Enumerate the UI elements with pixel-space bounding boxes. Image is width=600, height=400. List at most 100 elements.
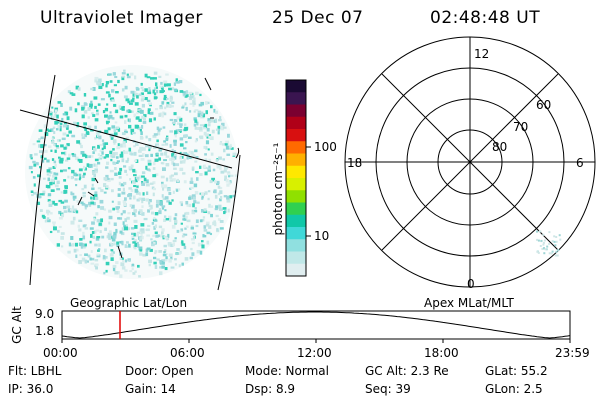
uv-speckle <box>75 184 78 187</box>
uv-speckle <box>60 201 65 204</box>
uv-speckle <box>207 190 211 193</box>
uv-speckle <box>140 136 144 140</box>
uv-speckle <box>166 103 169 108</box>
uv-speckle <box>189 102 193 105</box>
uv-speckle <box>91 221 95 225</box>
uv-speckle <box>119 274 123 278</box>
uv-speckle <box>67 250 71 254</box>
uv-speckle <box>49 171 53 174</box>
uv-speckle <box>154 231 158 235</box>
uv-speckle <box>199 250 203 255</box>
uv-speckle <box>179 90 184 93</box>
uv-speckle <box>145 198 149 202</box>
uv-speckle <box>191 211 196 215</box>
uv-speckle <box>147 110 150 115</box>
uv-speckle <box>49 111 53 116</box>
orbit-xtick-1800: 18:00 <box>424 346 459 360</box>
uv-speckle <box>153 187 156 191</box>
uv-speckle <box>97 187 102 190</box>
uv-speckle <box>90 196 93 200</box>
uv-speckle <box>216 180 220 185</box>
uv-speckle <box>185 215 188 219</box>
uv-speckle <box>62 124 67 128</box>
uv-speckle <box>154 265 158 269</box>
color-bar <box>285 79 311 277</box>
uv-speckle <box>157 128 161 132</box>
uv-speckle <box>102 142 106 146</box>
uv-speckle <box>195 138 198 142</box>
uv-speckle <box>76 122 80 125</box>
uv-speckle <box>152 181 156 185</box>
uv-speckle <box>111 189 114 193</box>
uv-speckle <box>178 251 181 256</box>
uv-speckle <box>164 106 167 110</box>
uv-speckle <box>204 158 208 161</box>
uv-speckle <box>57 229 60 233</box>
uv-speckle <box>207 197 210 201</box>
uv-speckle <box>173 88 178 92</box>
uv-speckle <box>208 203 211 208</box>
uv-speckle <box>212 168 216 172</box>
info-gcalt: GC Alt: 2.3 Re <box>365 364 449 378</box>
uv-speckle <box>78 159 83 163</box>
uv-speckle <box>154 252 157 255</box>
uv-speckle <box>81 202 86 206</box>
uv-speckle <box>92 114 96 117</box>
uv-speckle <box>128 118 131 123</box>
uv-speckle <box>176 81 180 84</box>
uv-speckle <box>58 210 62 215</box>
geographic-image <box>19 65 241 291</box>
uv-speckle <box>150 238 153 241</box>
uv-speckle <box>52 221 56 224</box>
uv-speckle <box>132 272 136 275</box>
uv-speckle <box>30 157 33 160</box>
uv-speckle <box>138 211 141 215</box>
uv-speckle <box>159 106 164 110</box>
uv-speckle <box>150 182 154 185</box>
uv-speckle <box>218 208 223 211</box>
uv-speckle <box>60 144 64 148</box>
uv-speckle <box>141 230 145 234</box>
uv-speckle <box>221 143 225 146</box>
uv-speckle <box>71 192 75 196</box>
uv-speckle <box>176 178 180 183</box>
uv-speckle <box>127 157 130 162</box>
uv-speckle <box>103 156 107 159</box>
uv-speckle <box>148 263 151 267</box>
uv-speckle <box>78 178 81 181</box>
uv-speckle <box>95 237 100 241</box>
uv-speckle <box>160 162 164 165</box>
mlat-label-70: 70 <box>513 120 529 134</box>
uv-speckle <box>82 191 86 195</box>
uv-speckle <box>121 191 126 195</box>
uv-speckle <box>143 177 147 182</box>
uv-speckle <box>186 156 189 160</box>
uv-speckle <box>181 235 185 238</box>
uv-speckle <box>101 147 104 151</box>
uv-speckle <box>99 230 102 234</box>
uv-speckle <box>166 200 171 203</box>
uv-speckle <box>215 159 219 162</box>
uv-speckle <box>162 167 166 172</box>
altitude-curve <box>61 311 571 339</box>
uv-speckle <box>123 165 127 168</box>
uv-speckle <box>136 125 140 128</box>
mlt-label-12: 12 <box>474 47 490 61</box>
uv-speckle <box>34 153 38 156</box>
uv-speckle <box>95 266 98 270</box>
uv-speckle <box>150 206 153 210</box>
uv-speckle <box>136 241 139 245</box>
uv-speckle <box>134 75 137 80</box>
uv-speckle <box>47 177 50 182</box>
uv-speckle <box>148 87 151 90</box>
uv-speckle <box>219 227 224 230</box>
uv-speckle <box>120 232 125 236</box>
uv-speckle <box>140 92 144 96</box>
uv-speckle <box>97 205 100 209</box>
uv-speckle <box>64 189 68 194</box>
uv-speckle <box>36 140 41 143</box>
uv-speckle <box>99 156 103 159</box>
uv-speckle <box>189 156 192 160</box>
uv-speckle <box>143 217 148 221</box>
uv-speckle <box>46 128 49 131</box>
